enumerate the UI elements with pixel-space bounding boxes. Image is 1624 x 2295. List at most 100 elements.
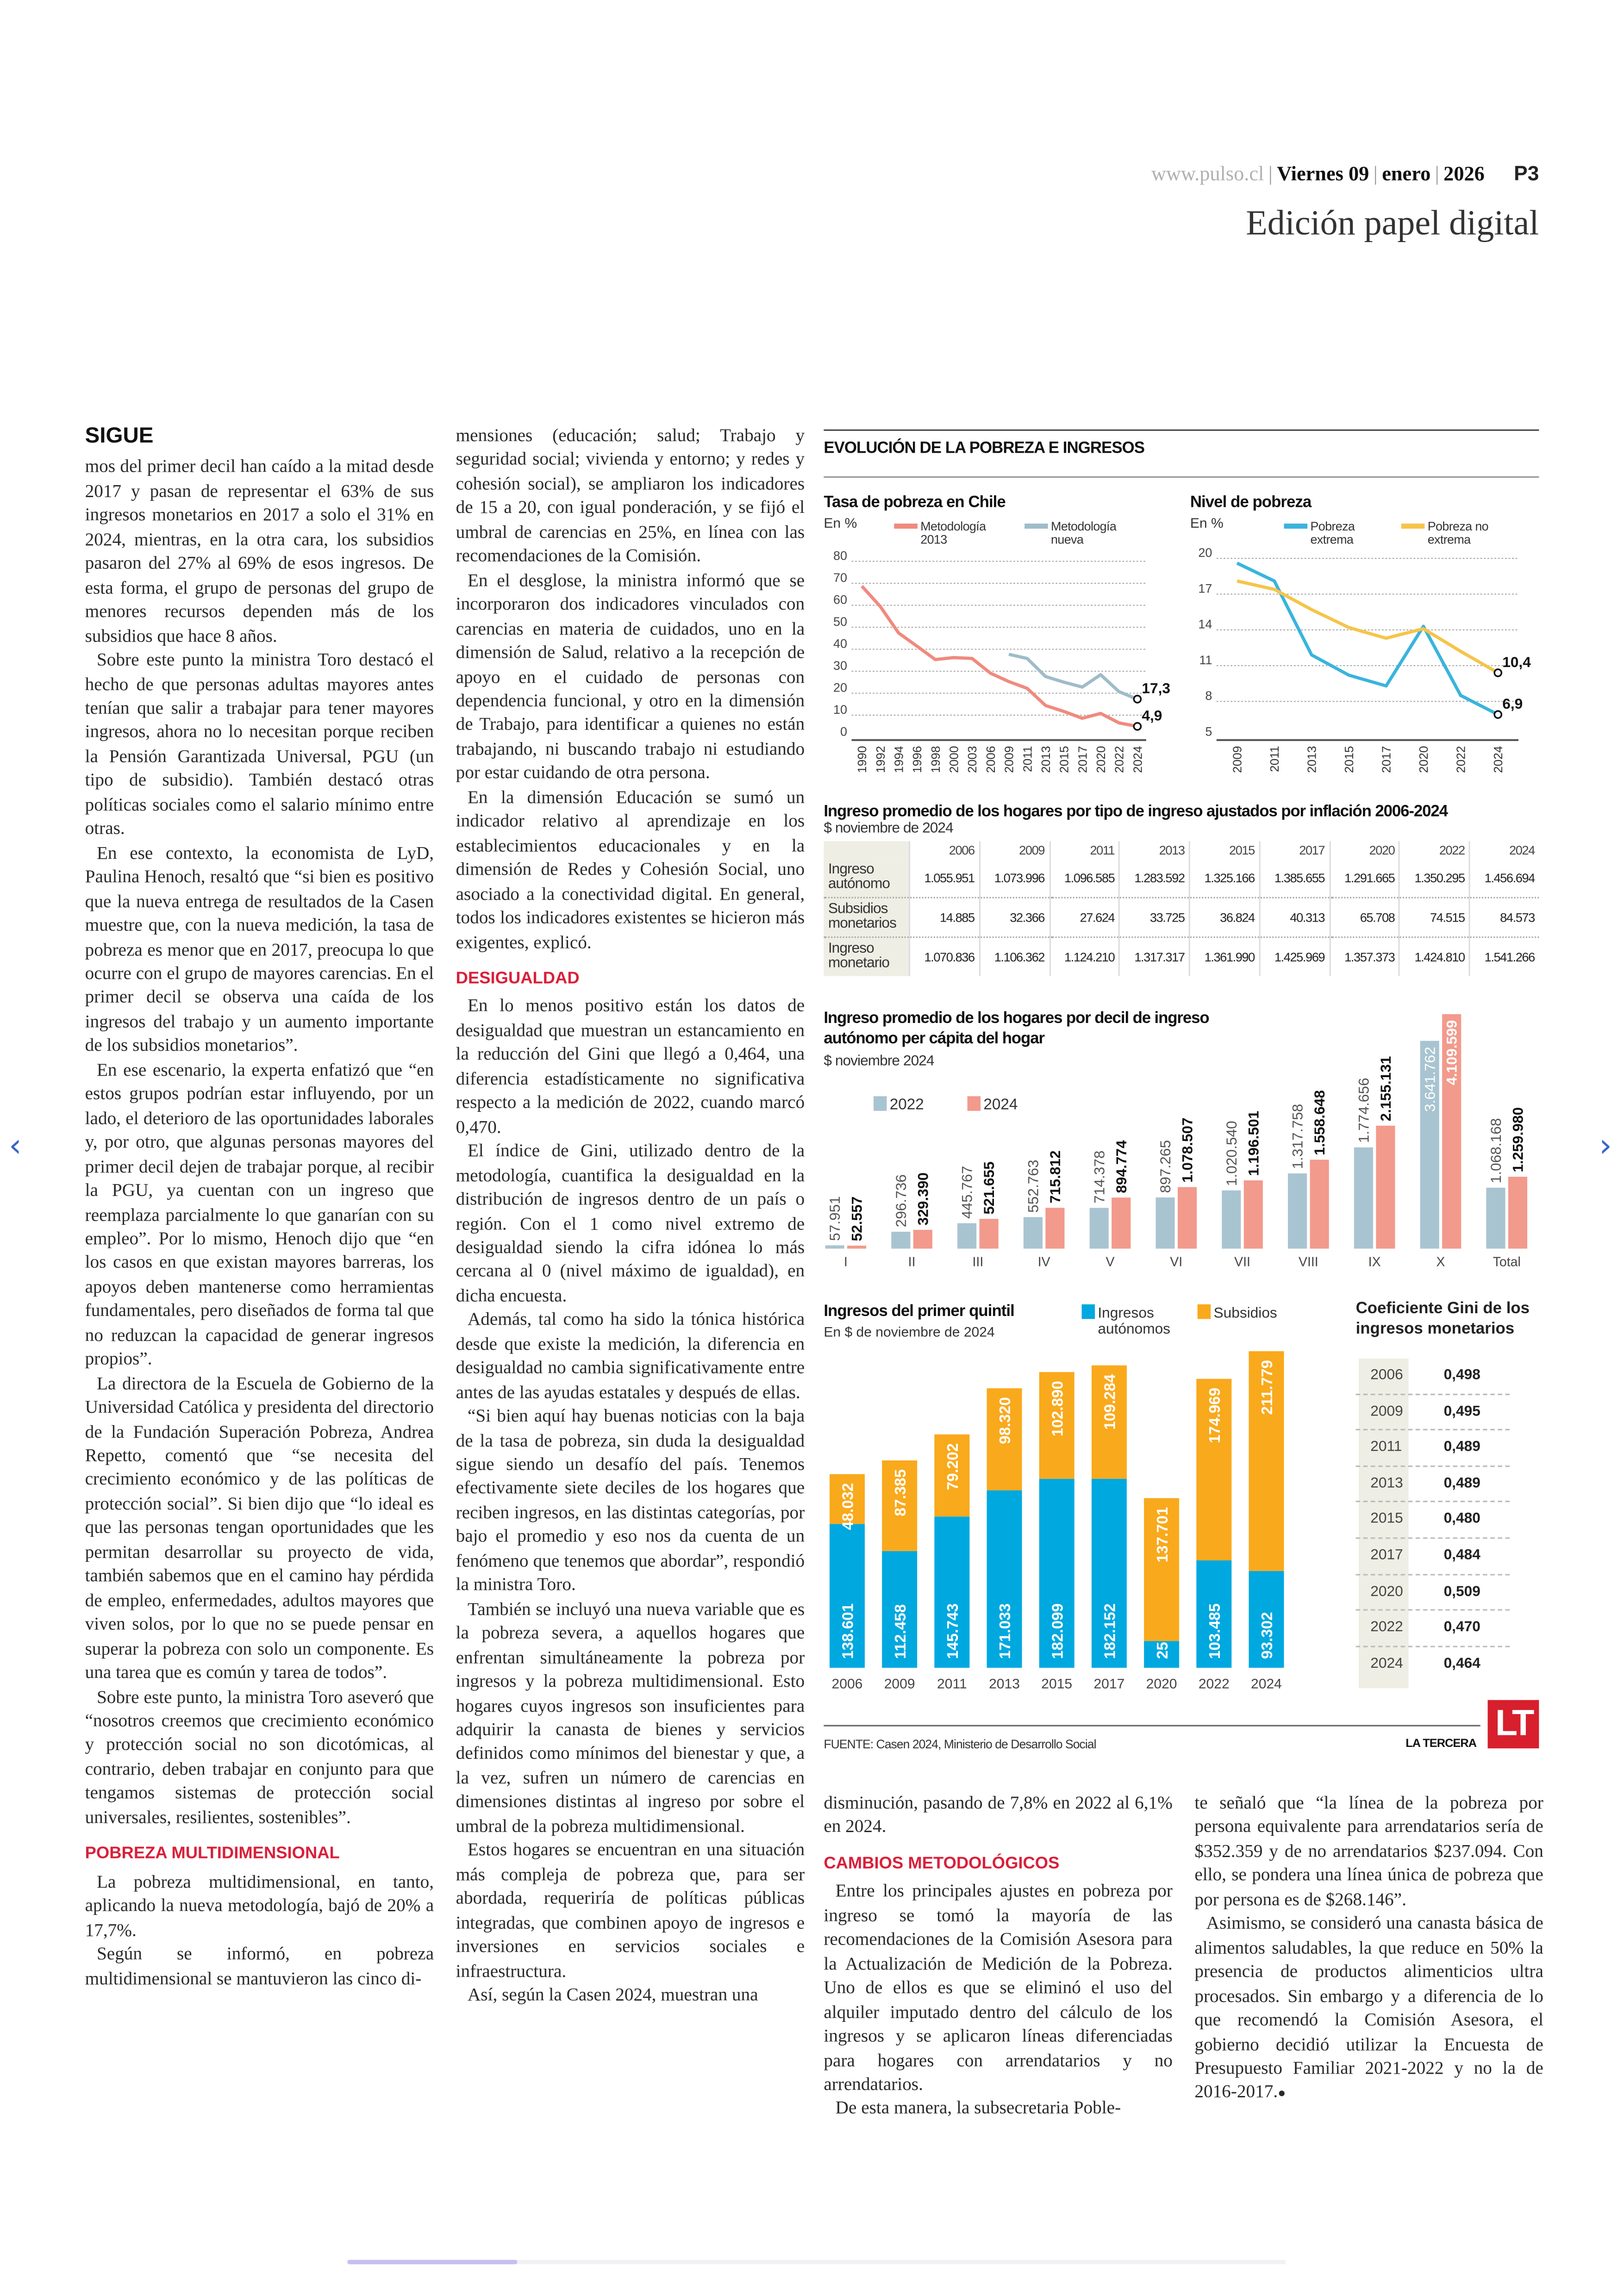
legend-label: Metodología — [1051, 519, 1117, 533]
series-line-1 — [1008, 653, 1138, 701]
series-line-0 — [861, 585, 1138, 728]
bar-value-label: 296.736 — [893, 1174, 909, 1227]
category-label: I — [844, 1254, 848, 1269]
issue-day: Viernes 09 — [1277, 164, 1369, 187]
y-tick-label: 30 — [833, 659, 847, 673]
legend-label: Pobreza no — [1428, 519, 1488, 533]
table-cell: 1.055.951 — [908, 859, 980, 898]
category-label: 2022 — [1199, 1676, 1230, 1691]
bar-2024 — [979, 1219, 999, 1249]
paragraph-text: En ese contexto, la economista de LyD, P… — [85, 842, 434, 1056]
bar-2022 — [891, 1231, 911, 1249]
chart-title: Nivel de pobreza — [1190, 493, 1312, 511]
gini-year: 2009 — [1370, 1403, 1403, 1420]
gini-year: 2015 — [1370, 1511, 1403, 1528]
table-cell: 1.385.655 — [1259, 859, 1330, 898]
y-axis-unit: En % — [1190, 516, 1224, 531]
paragraph-text: disminución, pasando de 7,8% en 2022 al … — [824, 1792, 1173, 1837]
x-tick-label: 2011 — [1268, 746, 1281, 772]
table-cell: 84.573 — [1469, 898, 1539, 938]
horizontal-scrollbar[interactable] — [347, 2260, 1286, 2264]
x-tick-label: 2024 — [1131, 746, 1144, 773]
paragraph-text: Asimismo, se consideró una canasta básic… — [1194, 1913, 1543, 2102]
table-cell: 1.283.592 — [1118, 859, 1190, 898]
segment-value-label: 102.890 — [1049, 1381, 1066, 1436]
previous-page-button[interactable]: ‹ — [9, 1129, 22, 1165]
legend-label: Ingresos — [1098, 1304, 1154, 1321]
bar-segment-ingresos-autonomos — [987, 1490, 1022, 1668]
legend-swatch — [1197, 1304, 1211, 1319]
legend-label: 2024 — [983, 1096, 1018, 1113]
table-cell: 1.425.969 — [1259, 937, 1330, 976]
y-tick-label: 20 — [833, 680, 847, 694]
category-label: IV — [1038, 1254, 1050, 1269]
bar-2024 — [1243, 1180, 1263, 1249]
y-tick-label: 80 — [833, 549, 847, 562]
site-url[interactable]: www.pulso.cl — [1151, 164, 1264, 187]
paragraph-text: El índice de Gini, utilizado dentro de l… — [456, 1140, 805, 1306]
table-cell: 1.317.317 — [1118, 937, 1190, 976]
paragraph-text: CAMBIOS METODOLÓGICOS — [824, 1855, 1060, 1873]
income-table: 2006 2009 2011 2013 2015 2017 2020 2022 2024 Ingr… — [824, 841, 1539, 976]
paragraph-text: Sobre este punto, la ministra Toro aseve… — [85, 1686, 434, 1827]
table-cell: 1.070.836 — [908, 937, 980, 976]
paragraph-text: Además, tal como ha sido la tónica histó… — [456, 1309, 805, 1402]
table-cell: 74.515 — [1399, 898, 1470, 938]
paragraph-text: Así, según la Casen 2024, muestran una — [467, 1984, 758, 2005]
bar-segment-subsidios — [1196, 1378, 1232, 1561]
y-tick-label: 17 — [1198, 581, 1212, 595]
article-column-1: SIGUE mos del primer decil han caído a l… — [85, 424, 434, 1990]
bar-2024 — [1376, 1125, 1395, 1249]
gini-year: 2022 — [1370, 1619, 1403, 1636]
paragraph-text: En lo menos positivo están los datos de … — [456, 996, 805, 1137]
article-paragraph: “Si bien aquí hay buenas noticias con la… — [456, 1404, 805, 1597]
bar-segment-ingresos-autonomos — [1196, 1560, 1232, 1668]
category-label: 2017 — [1093, 1676, 1124, 1691]
bar-2022 — [1023, 1217, 1043, 1249]
table-cell: 1.424.810 — [1399, 937, 1470, 976]
gini-title: Coeficiente Gini de los ingresos monetar… — [1356, 1298, 1539, 1340]
bar-value-label: 1.558.648 — [1311, 1090, 1328, 1155]
segment-value-label: 182.152 — [1102, 1603, 1119, 1659]
bar-2022 — [1222, 1190, 1241, 1249]
end-point-marker — [1133, 695, 1142, 704]
x-tick-label: 1992 — [874, 746, 887, 773]
article-paragraph: Además, tal como ha sido la tónica histó… — [456, 1308, 805, 1404]
table-cell: 1.124.210 — [1049, 937, 1120, 976]
bar-2022 — [1486, 1187, 1505, 1249]
end-value-label: 10,4 — [1502, 654, 1531, 670]
chart-title: Tasa de pobreza en Chile — [824, 493, 1006, 511]
y-tick-label: 0 — [840, 724, 847, 738]
edition-title: Edición papel digital — [1246, 205, 1539, 243]
y-tick-label: 11 — [1199, 653, 1212, 667]
article-paragraph: Estos hogares se encuentran en una situa… — [456, 1838, 805, 1983]
la-tercera-logo: LT — [1487, 1700, 1539, 1749]
next-page-button[interactable]: › — [1599, 1129, 1612, 1165]
paragraph-text: DESIGUALDAD — [456, 970, 580, 988]
paragraph-text: POBREZA MULTIDIMENSIONAL — [85, 1845, 340, 1863]
x-tick-label: 1998 — [929, 746, 943, 773]
article-column-2: mensiones (educación; salud; Trabajo y s… — [456, 424, 805, 2007]
segment-value-label: 48.032 — [840, 1483, 857, 1530]
bar-value-label: 329.390 — [914, 1172, 931, 1225]
masthead: www.pulso.cl | Viernes 09 | enero | 2026 P3 — [1151, 161, 1539, 187]
paragraph-text: te señaló que “la línea de la pobreza po… — [1194, 1792, 1543, 1909]
category-label: 2006 — [832, 1676, 863, 1691]
bar-2024 — [847, 1246, 867, 1249]
row-label-line: autónomo — [828, 876, 890, 893]
bar-segment-ingresos-autonomos — [1039, 1478, 1074, 1668]
chevron-right-icon: › — [1599, 1128, 1612, 1166]
column-header: 2015 — [1189, 841, 1260, 859]
x-tick-label: 2009 — [1230, 746, 1244, 773]
scrollbar-thumb[interactable] — [347, 2260, 518, 2264]
bar-value-label: 1.020.540 — [1223, 1121, 1240, 1186]
article-paragraph: En lo menos positivo están los datos de … — [456, 994, 805, 1139]
bar-value-label: 1.078.507 — [1179, 1117, 1196, 1183]
graphic-title: EVOLUCIÓN DE LA POBREZA E INGRESOS — [824, 429, 1539, 478]
paragraph-text: Estos hogares se encuentran en una situa… — [456, 1840, 805, 1981]
divider: | — [1268, 164, 1273, 187]
y-tick-label: 8 — [1205, 689, 1212, 703]
bar-value-label: 1.317.758 — [1289, 1104, 1306, 1169]
bar-value-label: 897.265 — [1157, 1140, 1174, 1193]
